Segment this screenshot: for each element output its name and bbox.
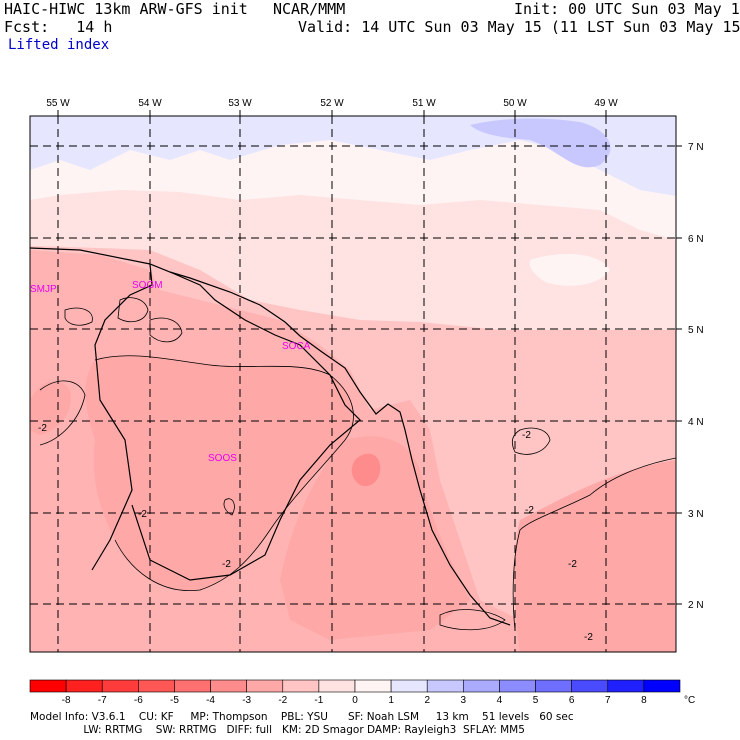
contour-inland-south (114, 439, 346, 592)
field-minus2-west (30, 381, 71, 435)
lon-label: 52 W (320, 98, 344, 109)
lat-label: 6 N (688, 234, 704, 245)
colorbar-swatch (138, 679, 175, 693)
field-minus2-amapa (280, 436, 470, 640)
colorbar-tick-label: -1 (314, 695, 323, 706)
contour-small-b (149, 317, 183, 343)
colorbar-tick-label: -8 (62, 695, 71, 706)
contour-south-coast (439, 609, 506, 631)
colorbar-swatch (29, 679, 67, 693)
contour-label: -2 (568, 559, 577, 570)
colorbar-tick-label: -5 (170, 695, 179, 706)
colorbar-swatch (354, 679, 392, 693)
contour-east-ring (511, 427, 551, 455)
lat-label: 5 N (688, 325, 704, 336)
field-name: Lifted index (8, 37, 110, 53)
colorbar-tick-label: 7 (605, 695, 611, 706)
lon-label: 53 W (228, 98, 252, 109)
lon-label: 55 W (46, 98, 70, 109)
contour-label: -2 (38, 423, 47, 434)
lon-label: 51 W (412, 98, 436, 109)
station-sogm: SOGM (132, 280, 163, 291)
colorbar-swatch (390, 679, 428, 693)
latitude-labels: 7 N 6 N 5 N 4 N 3 N 2 N (688, 142, 704, 611)
colorbar-unit: °C (684, 695, 695, 706)
colorbar-swatch (463, 679, 500, 693)
lat-label: 4 N (688, 417, 704, 428)
lat-label: 2 N (688, 600, 704, 611)
colorbar-swatch (65, 679, 103, 693)
colorbar-swatch (101, 679, 139, 693)
colorbar-tick-label: 0 (352, 695, 358, 706)
lon-tick-marks (57, 110, 607, 116)
colorbar-swatch (282, 679, 320, 693)
colorbar-swatch (535, 679, 572, 693)
lat-label: 3 N (688, 509, 704, 520)
colorbar-tick-label: 6 (569, 695, 575, 706)
valid-time: Valid: 14 UTC Sun 03 May 15 (11 LST Sun … (298, 18, 740, 36)
colorbar-tick-label: 2 (424, 695, 430, 706)
contour-label: -2 (525, 505, 534, 516)
model-info-line1: Model Info: V3.6.1 CU: KF MP: Thompson P… (30, 711, 574, 723)
contours (39, 297, 676, 631)
lon-label: 49 W (594, 98, 618, 109)
colorbar: -8 -7 -6 -5 -4 -3 -2 -1 0 1 2 3 4 5 6 7 8 °C (29, 679, 695, 706)
colorbar-swatch (571, 679, 609, 693)
colorbar-tick-label: 5 (533, 695, 539, 706)
field-minus3-spot (351, 453, 381, 487)
field-light-patch-east (529, 254, 610, 286)
field-2-to-3-blob (470, 118, 611, 168)
longitude-labels: 55 W 54 W 53 W 52 W 51 W 50 W 49 W (46, 98, 618, 109)
colorbar-swatch (318, 679, 356, 693)
colorbar-tick-label: 4 (497, 695, 503, 706)
run-title: HAIC-HIWC 13km ARW-GFS init (4, 0, 248, 18)
contour-small-a (117, 297, 149, 323)
colorbar-swatch (499, 679, 536, 693)
lon-label: 50 W (503, 98, 527, 109)
forecast-hour: Fcst: 14 h (4, 18, 113, 36)
contour-small-c (64, 307, 93, 326)
contour-small-d (223, 498, 235, 516)
field-minus2-inland (85, 355, 354, 591)
lon-label: 54 W (138, 98, 162, 109)
station-soos: SOOS (208, 453, 237, 464)
coastline-and-borders (30, 247, 511, 626)
contour-inland (94, 355, 354, 441)
colorbar-tick-label: 3 (461, 695, 467, 706)
station-smjp: SMJP (30, 284, 57, 295)
init-time: Init: 00 UTC Sun 03 May 15 (514, 0, 740, 18)
colorbar-tick-label: 8 (641, 695, 647, 706)
graticule (30, 116, 676, 652)
lat-tick-marks (676, 145, 682, 605)
colorbar-swatch (210, 679, 247, 693)
colorbar-swatch (643, 679, 681, 693)
colorbar-tick-label: 1 (388, 695, 394, 706)
contour-label: -2 (584, 632, 593, 643)
colorbar-swatch (246, 679, 284, 693)
model-info-line2: LW: RRTMG SW: RRTMG DIFF: full KM: 2D Sm… (30, 724, 525, 736)
station-labels: SMJP SOGM SOCA SOOS (30, 280, 311, 464)
colorbar-swatch (607, 679, 645, 693)
lat-label: 7 N (688, 142, 704, 153)
colorbar-tick-label: -7 (98, 695, 107, 706)
contour-labels: -2 -2 -2 -2 -2 -2 -2 (38, 423, 593, 643)
center-label: NCAR/MMM (273, 0, 346, 18)
coastline (30, 247, 511, 626)
colorbar-tick-label: -6 (134, 695, 143, 706)
colorbar-swatch (174, 679, 211, 693)
french-guiana-border (131, 271, 361, 581)
colorbar-tick-label: -3 (242, 695, 251, 706)
contour-label: -2 (222, 559, 231, 570)
shaded-field (30, 116, 676, 652)
contour-label: -2 (138, 509, 147, 520)
contour-label: -2 (522, 430, 531, 441)
contour-southeast (512, 457, 676, 631)
station-soca: SOCA (282, 341, 311, 352)
colorbar-tick-label: -4 (206, 695, 215, 706)
suriname-guiana-border (91, 263, 153, 571)
colorbar-tick-label: -2 (278, 695, 287, 706)
plot-frame (29, 115, 677, 653)
colorbar-swatch (426, 679, 464, 693)
